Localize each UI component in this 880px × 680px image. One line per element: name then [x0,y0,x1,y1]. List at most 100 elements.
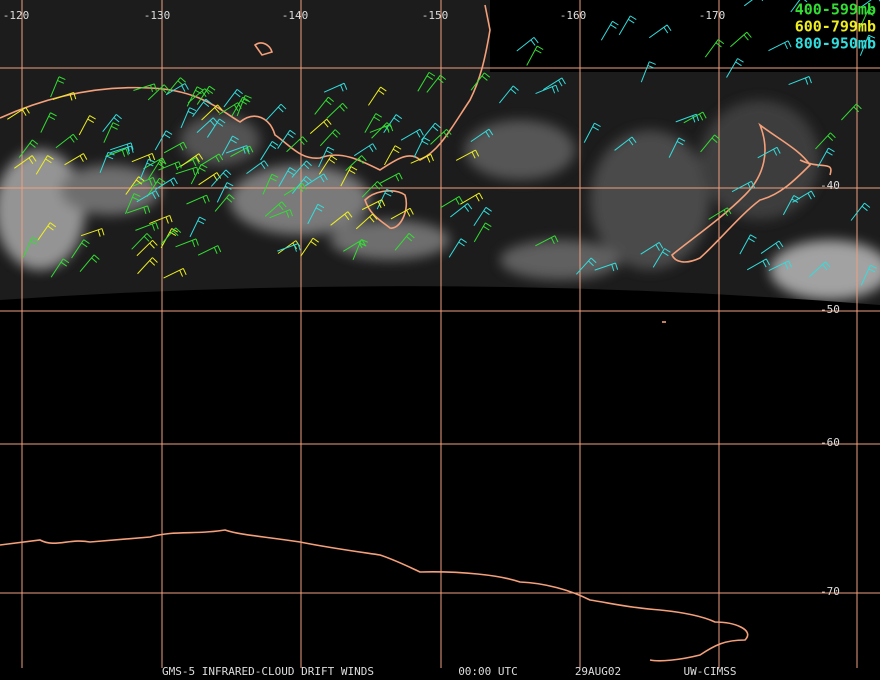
barb-flag [101,228,105,236]
barb-flag [358,157,364,164]
barb-flag [263,160,269,167]
barb-flag [246,145,250,153]
barb-flag [825,261,831,268]
barb-flag [169,215,173,223]
barb-flag [217,245,222,253]
barb-flag [765,258,771,266]
barb-flag [394,145,402,150]
barb-flag [332,132,338,138]
barb-shaft [80,228,103,237]
barb-flag [50,112,57,117]
barb-flag [395,114,403,120]
barb-flag [146,162,154,167]
barb-shaft [246,160,265,175]
barb-shaft [137,257,153,275]
barb-shaft [543,77,563,91]
barb-flag [561,77,566,85]
barb-flag [536,45,544,51]
barb-flag [455,198,460,205]
barb-flag [204,88,210,95]
barb-shaft [526,45,538,66]
barb-shaft [163,141,184,154]
barb-flag [666,24,672,32]
barb-shaft [364,113,377,133]
barb-flag [195,89,202,95]
footer-text: GMS-5 INFRARED-CLOUD DRIFT WINDS [162,665,374,678]
barb-flag [205,98,212,104]
latitude-label: -40 [820,179,840,192]
barb-shaft [132,177,154,187]
barb-shaft [594,262,616,271]
barb-flag [293,244,297,252]
barb-shaft [221,135,233,156]
barb-flag [446,129,452,135]
barb-flag [209,85,216,91]
barb-flag [214,107,220,114]
barb-shaft [216,182,228,203]
barb-flag [389,124,394,132]
barb-shaft [345,155,363,171]
barb-flag [289,129,296,135]
barb-flag [347,211,353,218]
barb-flag [628,18,635,24]
barb-flag [195,157,200,165]
barb-shaft [133,83,155,91]
barb-shaft [52,91,74,100]
barb-shaft [618,15,631,36]
barb-shaft [186,194,207,205]
barb-shaft [384,145,396,166]
barb-flag [788,260,792,268]
barb-shaft [262,174,273,195]
barb-shaft [640,241,660,255]
barb-flag [81,242,88,248]
barb-flag [866,38,874,43]
barb-flag [830,132,836,139]
barb-flag [278,204,284,211]
barb-flag [202,196,207,204]
barb-flag [458,196,464,203]
barb-shaft [175,238,197,248]
barb-flag [488,128,494,136]
latitude-label: -70 [820,585,840,598]
barb-shaft [640,61,650,83]
barb-flag [393,117,400,123]
barb-flag [550,237,555,245]
barb-flag [303,163,310,170]
barb-flag [112,122,120,127]
barb-flag [306,160,312,167]
barb-shaft [841,103,857,121]
barb-flag [698,113,704,121]
barb-flag [861,205,868,212]
barb-shaft [154,130,167,151]
barb-flag [191,240,196,248]
barb-flag [416,130,421,138]
barb-flag [45,158,52,164]
barb-flag [485,131,490,138]
barb-flag [485,222,492,228]
barb-flag [133,193,141,197]
latitude-label: -60 [820,436,840,449]
barb-flag [726,207,732,215]
barb-shaft [417,72,430,92]
barb-shaft [206,118,220,138]
coastlines [0,4,832,662]
barb-shaft [260,141,273,161]
barb-flag [803,0,808,3]
barb-flag [30,240,38,245]
barb-flag [483,210,490,216]
barb-flag [181,85,186,92]
barb-shaft [460,192,480,205]
barb-flag [762,260,767,268]
barb-shaft [231,96,244,117]
barb-flag [530,39,536,46]
barb-flag [163,133,171,139]
barb-flag [199,216,206,221]
barb-flag [225,169,232,176]
barb-shaft [410,153,432,164]
footer-text: 00:00 UTC [458,665,518,678]
barb-shaft [309,118,328,135]
barb-shaft [352,239,362,260]
barb-flag [232,135,239,140]
barb-flag [715,42,722,48]
barb-flag [555,85,559,92]
